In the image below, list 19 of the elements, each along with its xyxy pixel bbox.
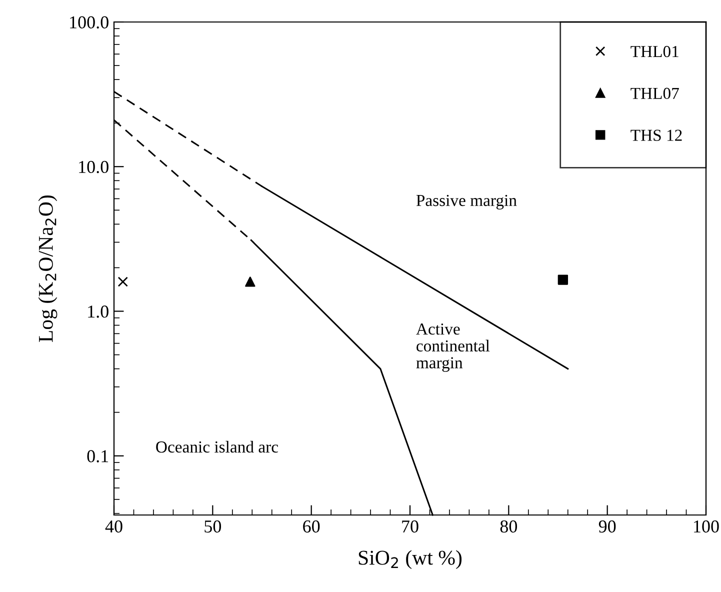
y-tick-label: 100.0 bbox=[70, 16, 108, 29]
legend-label: THL01 bbox=[630, 46, 678, 58]
x-tick-label: 100 bbox=[694, 520, 719, 533]
x-tick-label: 60 bbox=[303, 520, 320, 533]
annotation: Active continental margin bbox=[416, 323, 490, 372]
x-tick-label: 70 bbox=[402, 520, 418, 533]
y-axis-title: Log (K$_{2}$O/Na$_{2}$O) bbox=[38, 196, 58, 342]
annotation: Passive margin bbox=[416, 194, 517, 210]
y-tick-label: 10.0 bbox=[79, 160, 108, 174]
legend-label: THL07 bbox=[630, 88, 679, 100]
x-tick-label: 50 bbox=[204, 520, 222, 533]
legend-label: THS 12 bbox=[630, 130, 682, 141]
y-tick-label: 1.0 bbox=[88, 305, 108, 318]
x-tick-label: 80 bbox=[500, 520, 518, 533]
x-axis-title: SiO$_{2}$ (wt %) bbox=[358, 550, 462, 570]
annotation: Oceanic island arc bbox=[156, 440, 278, 453]
x-tick-label: 40 bbox=[105, 520, 122, 533]
x-tick-label: 90 bbox=[598, 520, 616, 533]
y-tick-label: 0.1 bbox=[87, 450, 108, 462]
